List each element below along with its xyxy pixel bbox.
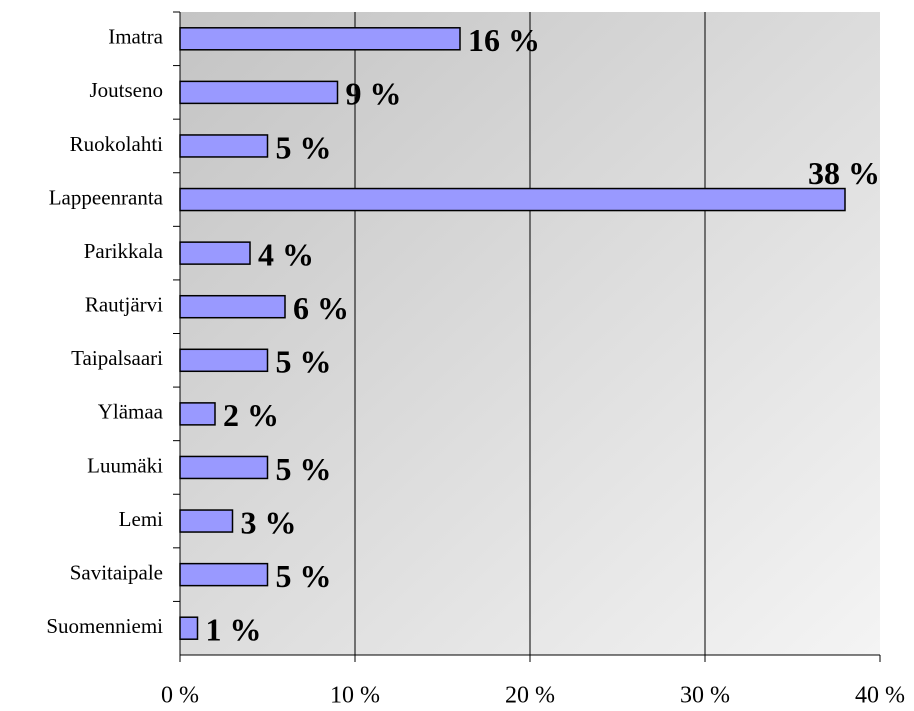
y-tick-label: Ruokolahti — [70, 132, 163, 156]
y-tick-label: Savitaipale — [70, 560, 163, 584]
y-tick-label: Luumäki — [87, 453, 163, 477]
data-label: 5 % — [276, 451, 332, 487]
y-tick-label: Lemi — [119, 507, 163, 531]
bar — [179, 27, 461, 51]
y-tick-label: Joutseno — [90, 78, 164, 102]
bar — [179, 241, 251, 265]
bar — [179, 134, 269, 158]
data-label: 38 % — [808, 155, 880, 191]
bar — [179, 187, 846, 212]
y-tick-label: Ylämaa — [98, 400, 164, 424]
y-tick-label: Suomenniemi — [46, 614, 163, 638]
data-label: 5 % — [276, 129, 332, 165]
data-label: 1 % — [206, 612, 262, 648]
y-tick-label: Lappeenranta — [49, 185, 164, 209]
y-tick-label: Taipalsaari — [71, 346, 163, 370]
x-tick-label: 40 % — [855, 683, 905, 709]
data-label: 5 % — [276, 558, 332, 594]
x-tick-label: 20 % — [505, 683, 555, 709]
bar — [179, 562, 269, 587]
data-label: 5 % — [276, 344, 332, 380]
bar — [179, 402, 216, 426]
data-label: 4 % — [258, 236, 314, 272]
y-tick-label: Imatra — [108, 25, 163, 49]
bar — [179, 348, 269, 373]
bar — [179, 509, 234, 533]
bar — [179, 294, 286, 319]
y-tick-label: Parikkala — [84, 239, 164, 263]
bar — [179, 616, 199, 640]
data-label: 3 % — [241, 504, 297, 540]
data-label: 6 % — [293, 290, 349, 326]
y-tick-label: Rautjärvi — [85, 293, 163, 317]
x-tick-label: 10 % — [330, 683, 380, 709]
x-tick-label: 0 % — [161, 683, 199, 709]
bar — [179, 455, 269, 480]
data-label: 2 % — [223, 397, 279, 433]
data-label: 16 % — [468, 22, 540, 58]
bar — [179, 80, 339, 105]
data-label: 9 % — [346, 76, 402, 112]
x-tick-label: 30 % — [680, 683, 730, 709]
